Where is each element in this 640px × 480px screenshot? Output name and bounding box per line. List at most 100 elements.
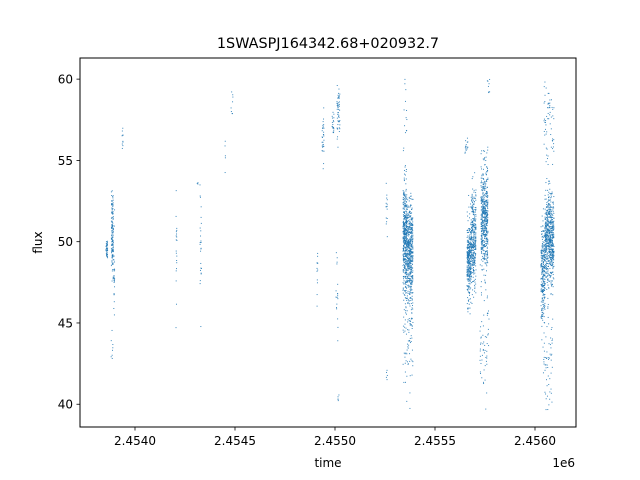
data-point [475, 241, 477, 243]
data-point [480, 206, 482, 208]
data-point [405, 213, 407, 215]
data-point [409, 275, 411, 277]
data-point [113, 294, 115, 296]
data-point [550, 239, 552, 241]
data-point [543, 270, 545, 272]
data-point [473, 258, 475, 260]
data-point [472, 261, 474, 263]
data-point [408, 264, 410, 266]
data-point [542, 283, 543, 285]
data-point [546, 213, 548, 215]
data-point [321, 130, 323, 132]
data-point [114, 209, 116, 211]
data-point [112, 255, 114, 257]
data-point [545, 272, 547, 274]
data-point [540, 256, 542, 258]
data-point [541, 339, 543, 341]
data-point [200, 273, 202, 275]
data-point [404, 259, 406, 261]
data-point [465, 149, 467, 151]
data-point [543, 307, 545, 309]
data-point [487, 170, 489, 172]
data-point [481, 174, 483, 176]
data-point [546, 232, 548, 234]
data-point [552, 249, 554, 251]
data-point [467, 291, 469, 293]
data-point [551, 244, 553, 246]
data-point [552, 261, 554, 263]
data-point [410, 195, 412, 197]
data-point [410, 320, 412, 322]
data-point [111, 250, 113, 252]
data-point [407, 262, 409, 264]
data-point [483, 254, 485, 256]
data-point [551, 338, 553, 340]
data-point [412, 221, 414, 223]
data-point [402, 275, 404, 277]
data-point [553, 143, 555, 145]
data-point [549, 188, 551, 190]
data-point [111, 329, 113, 331]
data-point [545, 241, 547, 243]
data-point [486, 225, 488, 227]
data-point [553, 207, 555, 209]
data-point [541, 252, 543, 254]
data-point [547, 118, 549, 120]
data-point [466, 271, 468, 273]
data-point [474, 229, 476, 231]
data-point [405, 271, 407, 273]
data-point [112, 256, 114, 258]
data-point [472, 211, 474, 213]
data-point [543, 270, 545, 272]
data-point [472, 262, 474, 264]
data-point [337, 295, 339, 297]
data-point [200, 247, 202, 249]
data-point [405, 242, 407, 244]
data-point [547, 375, 549, 377]
data-point [412, 270, 414, 272]
data-point [473, 234, 475, 236]
data-point [481, 247, 483, 249]
data-point [409, 242, 411, 244]
data-point [473, 209, 475, 211]
data-point [200, 267, 202, 269]
data-point [404, 294, 406, 296]
data-point [406, 281, 408, 283]
data-point [107, 240, 109, 242]
data-point [409, 261, 411, 263]
data-point [548, 199, 550, 201]
data-point [386, 197, 388, 199]
data-point [408, 214, 410, 216]
data-point [323, 107, 325, 109]
data-point [406, 349, 408, 351]
data-point [473, 252, 475, 254]
data-point [403, 208, 405, 210]
data-point [473, 270, 475, 272]
data-point [541, 238, 543, 240]
data-point [470, 206, 472, 208]
data-point [475, 209, 477, 211]
data-point [337, 398, 339, 400]
data-point [485, 181, 487, 183]
data-point [485, 243, 487, 245]
data-point [487, 231, 489, 233]
data-point [409, 407, 411, 409]
data-point [483, 245, 485, 247]
data-point [544, 283, 546, 285]
data-point [473, 251, 475, 253]
data-point [404, 212, 406, 214]
data-point [196, 182, 198, 184]
data-point [113, 301, 115, 303]
data-point [408, 228, 410, 230]
data-point [474, 227, 476, 229]
data-point [541, 244, 543, 246]
data-point [485, 250, 487, 252]
data-point [175, 252, 177, 254]
data-point [402, 253, 404, 255]
data-point [105, 241, 107, 243]
data-point [473, 204, 475, 206]
data-point [407, 261, 409, 263]
data-point [405, 333, 407, 335]
data-point [486, 295, 488, 297]
data-point [403, 223, 405, 225]
